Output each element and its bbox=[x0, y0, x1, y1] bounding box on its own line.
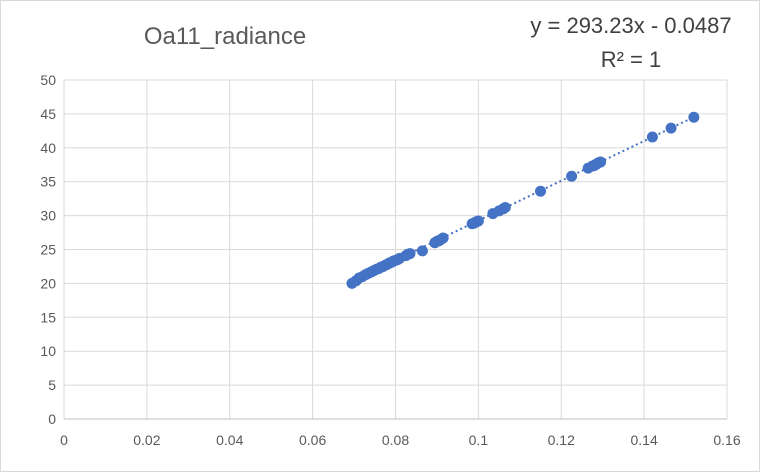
trendline-equation-label: y = 293.23x - 0.0487 bbox=[530, 13, 732, 38]
data-point bbox=[437, 232, 449, 244]
y-tick-label: 20 bbox=[40, 275, 56, 291]
x-tick-label: 0.14 bbox=[631, 432, 658, 448]
y-tick-label: 40 bbox=[40, 140, 56, 156]
data-point bbox=[472, 215, 484, 227]
x-tick-label: 0.08 bbox=[382, 432, 409, 448]
data-point bbox=[646, 131, 658, 143]
x-tick-label: 0.16 bbox=[713, 432, 740, 448]
trendline-r-squared-label: R² = 1 bbox=[600, 47, 662, 72]
trendline bbox=[351, 116, 695, 283]
x-tick-label: 0 bbox=[60, 432, 68, 448]
data-point bbox=[688, 111, 700, 123]
data-point bbox=[535, 185, 547, 197]
data-point bbox=[665, 122, 677, 134]
x-tick-label: 0.12 bbox=[548, 432, 575, 448]
x-tick-label: 0.1 bbox=[469, 432, 489, 448]
x-tick-label: 0.02 bbox=[133, 432, 160, 448]
y-tick-label: 10 bbox=[40, 343, 56, 359]
y-tick-label: 35 bbox=[40, 174, 56, 190]
chart-title: Oa11_radiance bbox=[143, 23, 307, 50]
data-point bbox=[404, 248, 416, 260]
y-tick-label: 30 bbox=[40, 208, 56, 224]
y-tick-label: 5 bbox=[48, 377, 56, 393]
x-tick-label: 0.04 bbox=[216, 432, 243, 448]
y-tick-label: 50 bbox=[40, 72, 56, 88]
y-tick-label: 45 bbox=[40, 106, 56, 122]
y-tick-label: 0 bbox=[48, 411, 56, 427]
data-point bbox=[566, 170, 578, 182]
x-tick-label: 0.06 bbox=[299, 432, 326, 448]
data-point bbox=[416, 245, 428, 257]
y-tick-label: 15 bbox=[40, 309, 56, 325]
y-tick-label: 25 bbox=[40, 242, 56, 258]
data-point bbox=[595, 156, 607, 168]
data-point bbox=[499, 201, 511, 213]
